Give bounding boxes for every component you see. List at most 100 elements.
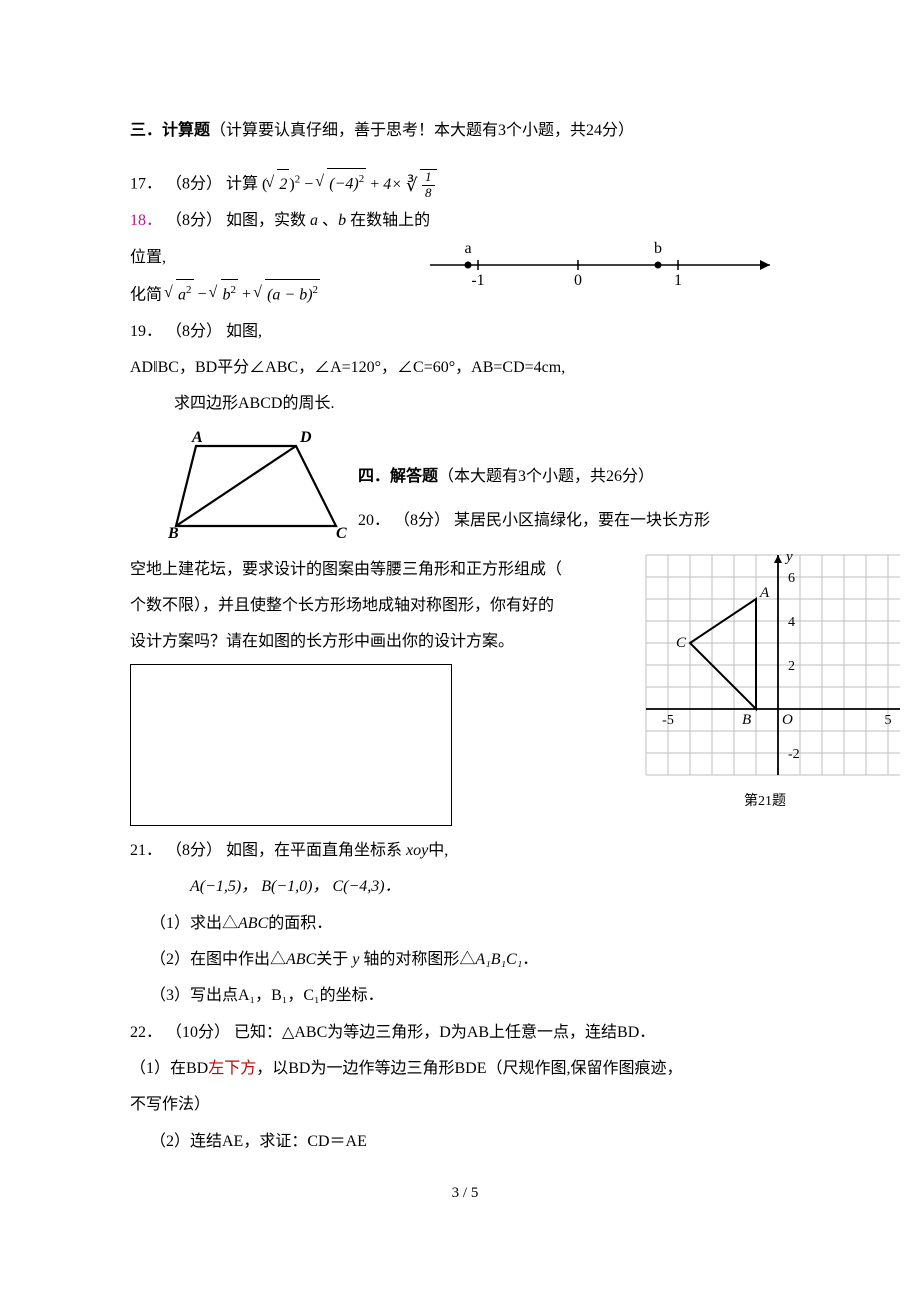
q18-stem-a: 如图，实数 xyxy=(226,212,310,229)
q21-stem: 如图，在平面直角坐标系 xyxy=(226,842,406,859)
q21-p1: （1）求出△ABC的面积． xyxy=(130,909,800,939)
q18-ab: (a − b) xyxy=(267,286,312,303)
trap-D: D xyxy=(299,430,312,446)
q20-points: （8分） xyxy=(394,512,450,529)
q18-a: a xyxy=(178,286,186,303)
section-4-note: （本大题有3个小题，共26分） xyxy=(438,468,654,485)
svg-text:A: A xyxy=(759,585,770,601)
q17-sqrt2: 2 xyxy=(277,169,289,200)
q18-mid: 、 xyxy=(318,212,338,229)
q20-answerbox xyxy=(130,664,452,826)
q19-line3: 求四边形ABCD的周长. xyxy=(130,389,800,419)
q21-p2: （2）在图中作出△ABC关于 y 轴的对称图形△A₁B₁C₁． xyxy=(130,945,800,975)
q19-label: 19． xyxy=(130,323,162,340)
svg-text:y: y xyxy=(784,549,793,565)
q17-frac-den: 8 xyxy=(422,186,435,200)
q21-p2f: ． xyxy=(522,951,538,968)
section-3-heading: 三．计算题（计算要认真仔细，善于思考！本大题有3个小题，共24分） xyxy=(130,116,800,146)
q18-line1: 18． （8分） 如图，实数 a 、b 在数轴上的 xyxy=(130,206,800,236)
q22-points: （10分） xyxy=(166,1024,230,1041)
q18-var-a: a xyxy=(310,212,318,229)
q19-line1: 19． （8分） 如图, xyxy=(130,317,800,347)
q20-line1: 20． （8分） 某居民小区搞绿化，要在一块长方形 xyxy=(358,506,800,536)
q21-p2e: A₁B₁C₁ xyxy=(475,951,522,968)
q21-label: 21． xyxy=(130,842,162,859)
q19-line2: AD‖BC，BD平分∠ABC，∠A=120°，∠C=60°，AB=CD=4cm, xyxy=(130,353,800,383)
q17-stem: 计算 xyxy=(226,176,258,193)
svg-text:-2: -2 xyxy=(788,747,800,762)
section-3-note: （计算要认真仔细，善于思考！本大题有3个小题，共24分） xyxy=(210,122,634,139)
q22-stem2: 为等边三角形，D为AB上任意一点，连结BD． xyxy=(327,1024,655,1041)
q22-p1red: 左下方 xyxy=(208,1060,256,1077)
numline-a: a xyxy=(464,240,471,257)
q18-b: b xyxy=(223,286,231,303)
q21-p2d: 轴的对称图形△ xyxy=(359,951,475,968)
section-4-title: 四．解答题 xyxy=(358,468,438,485)
numline-neg1: -1 xyxy=(471,272,484,289)
q21-p1a: （1）求出△ xyxy=(150,915,238,932)
q21-p2c: 关于 xyxy=(316,951,352,968)
section-3-title: 三．计算题 xyxy=(130,122,210,139)
q20-block: 空地上建花坛，要求设计的图案由等腰三角形和正方形组成（ 个数不限），并且使整个长… xyxy=(130,549,800,830)
q20-l4: 设计方案吗？请在如图的长方形中画出你的设计方案。 xyxy=(130,627,610,657)
q21-grid: xyO-55-2246ABC xyxy=(630,549,900,779)
q21-line1: 21． （8分） 如图，在平面直角坐标系 xoy中, xyxy=(130,836,800,866)
q21-p3: （3）写出点A₁，B₁，C₁的坐标． xyxy=(130,981,800,1011)
svg-text:C: C xyxy=(676,635,687,651)
q22-p2: （2）连结AE，求证：CD＝AE xyxy=(130,1127,800,1157)
section-4-heading: 四．解答题（本大题有3个小题，共26分） xyxy=(358,462,800,492)
svg-text:6: 6 xyxy=(788,571,795,586)
q22-label: 22． xyxy=(130,1024,162,1041)
q21-coords: A(−1,5)， B(−1,0)， C(−4,3)． xyxy=(130,872,800,902)
svg-text:-5: -5 xyxy=(662,713,674,728)
numline-0: 0 xyxy=(574,272,582,289)
row-trap-section4: A D B C 四．解答题（本大题有3个小题，共26分） 20． （8分） 某居… xyxy=(130,426,800,543)
q17-points: （8分） xyxy=(166,176,222,193)
q20-l2: 空地上建花坛，要求设计的图案由等腰三角形和正方形组成（ xyxy=(130,555,610,585)
numline-b: b xyxy=(654,240,662,257)
q20-label: 20． xyxy=(358,512,390,529)
q17-neg4: (−4) xyxy=(329,176,358,193)
trap-C: C xyxy=(336,525,347,540)
q22-p1b: ，以BD为一边作等边三角形BDE（尺规作图,保留作图痕迹， xyxy=(256,1060,682,1077)
q21-caption: 第21题 xyxy=(630,790,900,810)
q17-frac-num: 1 xyxy=(422,170,435,185)
q20-l3: 个数不限），并且使整个长方形场地成轴对称图形，你有好的 xyxy=(130,591,610,621)
q21-p1b: ABC xyxy=(238,915,268,932)
q17: 17． （8分） 计算 (2)2 − (−4)2 + 4× 18 xyxy=(130,168,800,200)
q22-abc: ABC xyxy=(294,1024,327,1041)
q22-line1: 22． （10分） 已知：△ABC为等边三角形，D为AB上任意一点，连结BD． xyxy=(130,1018,800,1048)
q17-label: 17． xyxy=(130,176,162,193)
q21-p2b: ABC xyxy=(286,951,316,968)
q18-line3-pre: 化简 xyxy=(130,286,162,303)
svg-text:4: 4 xyxy=(788,615,795,630)
q21-xoy: xoy xyxy=(406,842,428,859)
q22-p1a: （1）在BD xyxy=(130,1060,208,1077)
q17-4x: 4× xyxy=(383,176,402,193)
q20-l1: 某居民小区搞绿化，要在一块长方形 xyxy=(454,512,710,529)
q21-points: （8分） xyxy=(166,842,222,859)
numline-1: 1 xyxy=(674,272,682,289)
q22-tri: △ xyxy=(282,1024,294,1041)
q21-grid-wrap: xyO-55-2246ABC 第21题 xyxy=(630,549,900,810)
q19-points: （8分） xyxy=(166,323,222,340)
q19-stem: 如图, xyxy=(226,323,262,340)
q18-stem-b: 在数轴上的 xyxy=(346,212,430,229)
q22-p1: （1）在BD左下方，以BD为一边作等边三角形BDE（尺规作图,保留作图痕迹， xyxy=(130,1054,800,1084)
trap-A: A xyxy=(191,430,203,446)
q18-numberline: a b -1 0 1 xyxy=(430,235,790,295)
q21-p1c: 的面积． xyxy=(268,915,332,932)
q21-p2a: （2）在图中作出△ xyxy=(150,951,286,968)
q18-points: （8分） xyxy=(166,212,222,229)
svg-text:5: 5 xyxy=(885,713,892,728)
q18-label: 18． xyxy=(130,212,162,229)
q22-p1c: 不写作法） xyxy=(130,1090,800,1120)
q22-stem: 已知： xyxy=(234,1024,282,1041)
svg-text:B: B xyxy=(742,712,751,728)
svg-text:O: O xyxy=(782,712,793,728)
trap-B: B xyxy=(168,525,179,540)
q21-stem2: 中, xyxy=(428,842,448,859)
svg-text:2: 2 xyxy=(788,659,795,674)
q19-figure: A D B C xyxy=(168,430,348,540)
q17-expr: (2)2 − (−4)2 + 4× 18 xyxy=(262,176,436,193)
